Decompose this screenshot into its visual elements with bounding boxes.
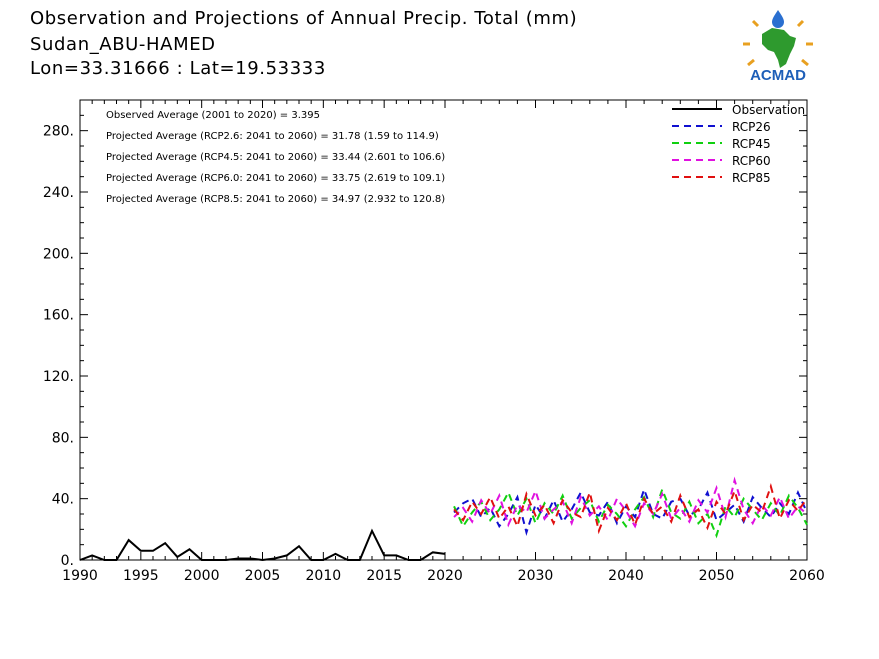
africa-water-drop-logo-icon: ACMAD <box>743 10 813 84</box>
coordinates-label: Lon=33.31666 : Lat=19.53333 <box>30 58 326 79</box>
legend-label: RCP45 <box>732 137 771 151</box>
average-annotation: Projected Average (RCP2.6: 2041 to 2060)… <box>106 131 439 142</box>
y-tick-label: 80. <box>52 430 74 446</box>
water-drop-icon <box>772 10 784 28</box>
average-annotation: Projected Average (RCP6.0: 2041 to 2060)… <box>106 173 445 184</box>
location-name: Sudan_ABU-HAMED <box>30 34 216 55</box>
series-line-rcp45 <box>453 486 808 539</box>
average-annotation: Projected Average (RCP4.5: 2041 to 2060)… <box>106 152 445 163</box>
series-line-observation <box>79 528 446 562</box>
x-tick-label: 2020 <box>427 568 463 584</box>
legend-label: RCP85 <box>732 171 771 185</box>
africa-map-icon <box>762 28 796 68</box>
x-tick-label: 1990 <box>62 568 98 584</box>
acmad-logo: ACMAD <box>738 8 818 84</box>
y-tick-label: 200. <box>43 246 74 262</box>
plot-frame <box>79 99 808 561</box>
x-tick-label: 2060 <box>789 568 825 584</box>
legend-label: Observation <box>732 103 805 117</box>
y-tick-label: 280. <box>43 124 74 140</box>
x-tick-label: 2050 <box>699 568 735 584</box>
x-tick-label: 2040 <box>608 568 644 584</box>
y-tick-label: 120. <box>43 369 74 385</box>
legend-label: RCP26 <box>732 120 771 134</box>
logo-text: ACMAD <box>750 67 806 84</box>
y-tick-label: 0. <box>61 553 74 569</box>
x-tick-label: 2000 <box>184 568 220 584</box>
series-line-rcp60 <box>453 476 808 529</box>
series-line-rcp26 <box>453 486 808 536</box>
y-tick-label: 40. <box>52 492 74 508</box>
average-annotation: Observed Average (2001 to 2020) = 3.395 <box>106 110 320 121</box>
legend-label: RCP60 <box>732 154 771 168</box>
x-tick-label: 2005 <box>245 568 281 584</box>
x-tick-label: 2030 <box>518 568 554 584</box>
y-tick-label: 160. <box>43 308 74 324</box>
x-tick-label: 1995 <box>123 568 159 584</box>
average-annotation: Projected Average (RCP8.5: 2041 to 2060)… <box>106 194 445 205</box>
x-tick-label: 2010 <box>306 568 342 584</box>
series-line-rcp85 <box>453 483 808 535</box>
y-tick-label: 240. <box>43 185 74 201</box>
chart-title: Observation and Projections of Annual Pr… <box>30 8 578 29</box>
x-tick-label: 2015 <box>366 568 402 584</box>
